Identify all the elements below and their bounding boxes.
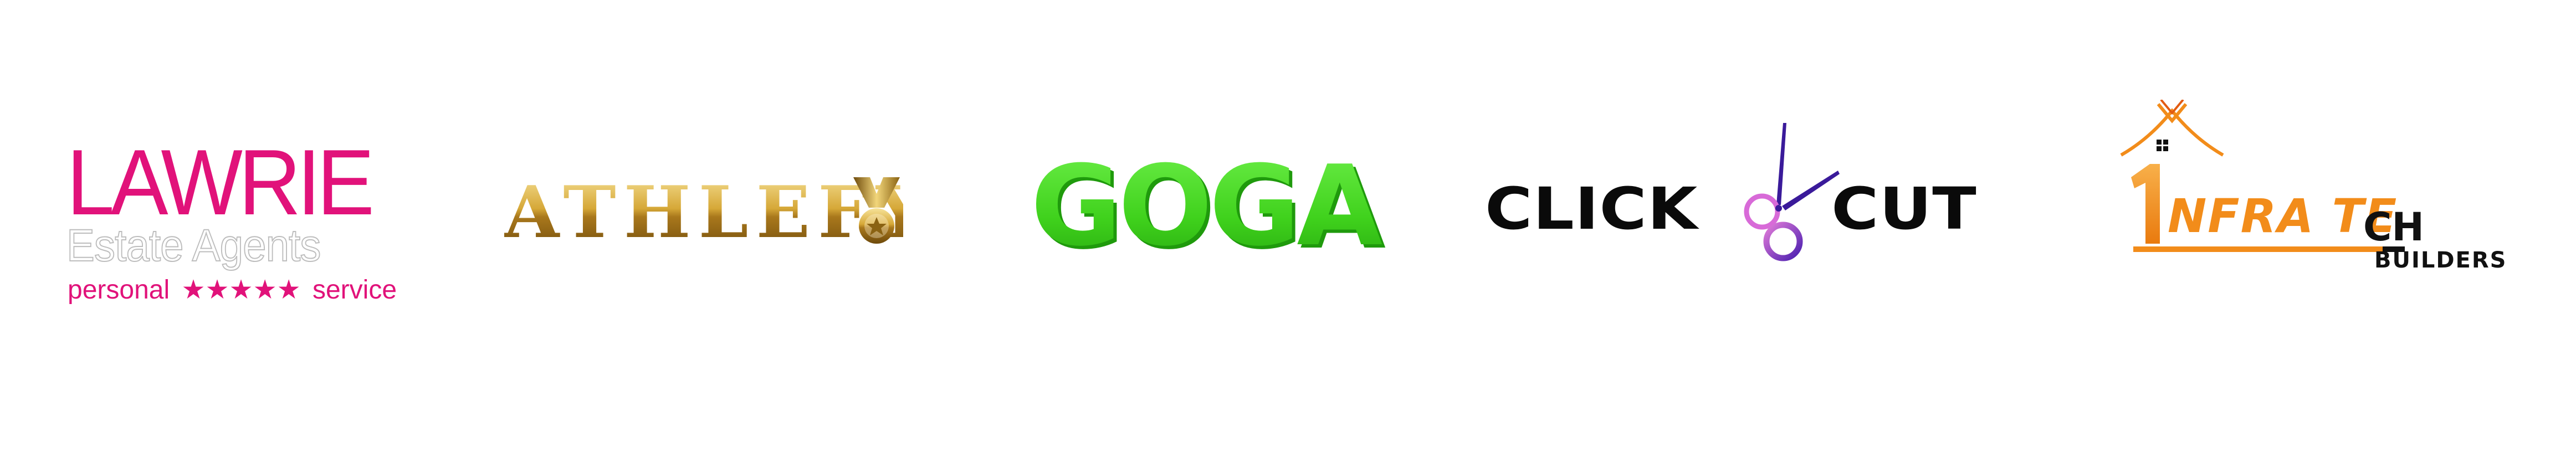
- lawrie-subtitle: Estate Agents: [66, 220, 321, 271]
- athlefy-text: ATHLEFY: [504, 171, 903, 254]
- cut-word: CUT: [1831, 175, 1977, 243]
- goga-text: GOGA: [1031, 158, 1382, 258]
- tagline-left: personal: [68, 275, 170, 305]
- infra-wordmark: NFRA TE: [2168, 189, 2398, 243]
- goga-text-shadow: GOGA: [1034, 158, 1385, 258]
- house-roof-icon: [2120, 100, 2224, 157]
- infra-digit-one: [2131, 164, 2160, 244]
- goga-logo: GOGA GOGA: [1031, 142, 1396, 274]
- infra-wordmark-suffix: CH: [2363, 204, 2424, 250]
- infratech-logo: NFRA TE CH BUILDERS: [2117, 100, 2516, 282]
- clickcut-logo: CLICK CUT: [1485, 122, 1984, 266]
- athlefy-logo: ATHLEFY: [504, 166, 926, 255]
- medal-icon: [853, 177, 900, 244]
- click-word: CLICK: [1485, 175, 1698, 243]
- infra-underline-accent: [2383, 246, 2405, 252]
- lawrie-tagline: personal ★★★★★ service: [68, 277, 397, 303]
- athlefy-wordmark: ATHLEFY: [504, 171, 926, 254]
- star-rating-icon: ★★★★★: [181, 275, 301, 305]
- infra-builders-label: BUILDERS: [2374, 248, 2507, 273]
- scissors-icon: [1744, 123, 1840, 261]
- infra-underline: [2133, 246, 2394, 252]
- goga-wordmark: GOGA GOGA: [1031, 142, 1389, 274]
- lawrie-wordmark: LAWRIE: [66, 130, 375, 234]
- lawrie-logo: LAWRIE Estate Agents personal ★★★★★ serv…: [66, 136, 404, 318]
- tagline-right: service: [312, 275, 397, 305]
